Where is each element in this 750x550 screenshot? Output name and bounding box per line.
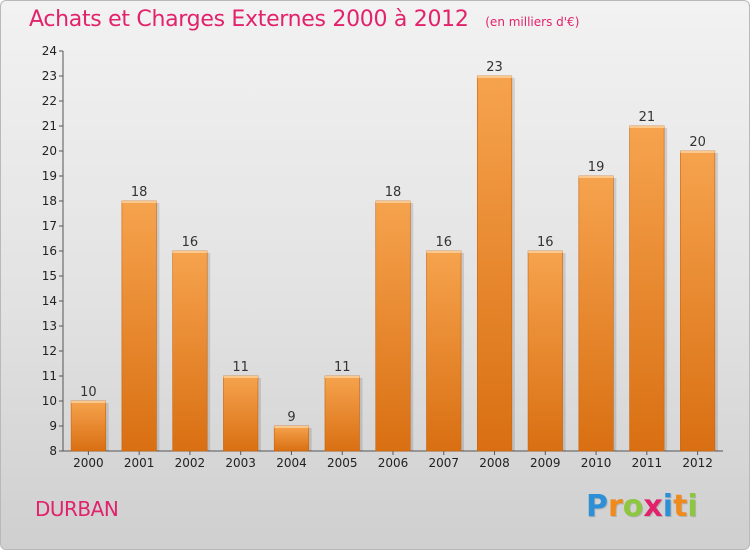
logo-letter: x (643, 489, 663, 524)
data-label: 18 (131, 185, 148, 200)
logo-letter: t (673, 489, 688, 524)
y-tick-label: 11 (42, 369, 57, 383)
y-tick-label: 15 (42, 269, 57, 283)
y-tick-label: 24 (42, 44, 57, 58)
y-tick-label: 19 (42, 169, 57, 183)
bar (375, 200, 411, 452)
bar-series (70, 75, 718, 452)
bar (273, 425, 310, 452)
data-label: 16 (182, 235, 199, 250)
bar-highlight (71, 401, 106, 403)
bar-highlight (629, 126, 665, 128)
logo-letter: i (662, 489, 674, 524)
y-tick-label: 22 (42, 94, 57, 108)
proxiti-logo: Proxiti (586, 489, 698, 524)
data-labels: 10 18 16 11 9 11 18 16 23 16 19 21 20 (80, 60, 706, 425)
x-tick-label: 2000 (73, 456, 104, 470)
bar (527, 250, 563, 452)
y-tick-label: 9 (49, 419, 57, 433)
bar (629, 125, 665, 452)
x-tick-label: 2012 (682, 456, 713, 470)
bar-highlight (324, 376, 360, 378)
bar (426, 250, 462, 452)
y-tick-label: 8 (49, 444, 57, 458)
x-tick-label: 2005 (327, 456, 358, 470)
bar (70, 400, 106, 452)
data-label: 10 (80, 385, 97, 400)
bar (680, 150, 716, 452)
data-label: 21 (639, 110, 656, 125)
bar (172, 250, 208, 452)
bar (476, 75, 513, 452)
bar-highlight (172, 251, 208, 253)
logo-letter: r (608, 489, 623, 524)
data-label: 11 (334, 360, 351, 375)
chart-title: Achats et Charges Externes 2000 à 2012 (… (29, 7, 579, 32)
bar (324, 375, 360, 452)
data-label: 11 (232, 360, 249, 375)
bar (223, 375, 259, 452)
x-tick-label: 2006 (378, 456, 409, 470)
bar-highlight (578, 176, 614, 178)
chart-title-text: Achats et Charges Externes 2000 à 2012 (29, 7, 469, 32)
y-tick-label: 10 (42, 394, 57, 408)
bar (578, 175, 614, 452)
logo-letter: o (622, 489, 644, 524)
x-axis: 2000 2001 2002 2003 2004 2005 2006 2007 2008 2009… (63, 450, 723, 470)
y-axis: 8 9 10 11 12 13 14 15 16 17 18 19 20 21 22 23 24 (42, 44, 64, 458)
x-tick-label: 2009 (530, 456, 561, 470)
x-tick-label: 2010 (581, 456, 612, 470)
y-tick-label: 13 (42, 319, 57, 333)
data-label: 9 (287, 410, 295, 425)
x-tick-label: 2004 (276, 456, 307, 470)
y-tick-label: 18 (42, 194, 57, 208)
bar-highlight (426, 251, 462, 253)
data-label: 23 (486, 60, 503, 75)
data-label: 20 (689, 135, 706, 150)
y-tick-label: 14 (42, 294, 57, 308)
bar-highlight (477, 76, 512, 78)
y-tick-label: 12 (42, 344, 57, 358)
bar-highlight (121, 201, 157, 203)
y-tick-label: 17 (42, 219, 57, 233)
y-tick-label: 23 (42, 69, 57, 83)
chart-unit: (en milliers d'€) (485, 15, 580, 29)
bar-highlight (528, 251, 563, 253)
x-tick-label: 2001 (124, 456, 155, 470)
bar-highlight (223, 376, 258, 378)
data-label: 18 (385, 185, 402, 200)
x-tick-label: 2003 (225, 456, 256, 470)
x-tick-label: 2002 (175, 456, 206, 470)
x-tick-label: 2008 (479, 456, 510, 470)
y-tick-label: 21 (42, 119, 57, 133)
data-label: 19 (588, 160, 605, 175)
data-label: 16 (537, 235, 554, 250)
city-name: DURBAN (35, 497, 119, 521)
x-tick-label: 2011 (632, 456, 663, 470)
y-tick-label: 16 (42, 244, 57, 258)
data-label: 16 (435, 235, 452, 250)
bar-highlight (680, 151, 715, 153)
y-tick-label: 20 (42, 144, 57, 158)
bar-highlight (274, 426, 309, 428)
bar-highlight (375, 201, 411, 203)
x-tick-label: 2007 (428, 456, 459, 470)
bar (121, 200, 157, 452)
logo-letter: i (687, 489, 698, 524)
logo-letter: P (586, 489, 608, 524)
